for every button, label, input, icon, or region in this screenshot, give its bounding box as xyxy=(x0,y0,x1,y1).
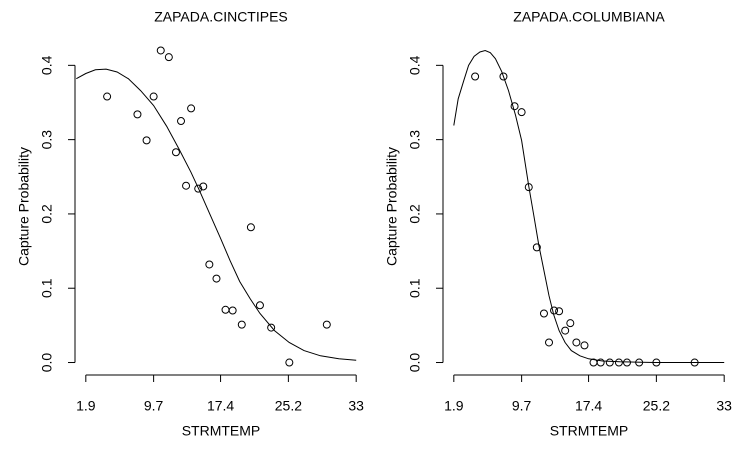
data-point xyxy=(199,182,208,191)
data-point xyxy=(555,307,564,316)
data-point xyxy=(580,341,589,350)
y-axis-label: Capture Probability xyxy=(16,147,32,266)
x-tick-label: 25.2 xyxy=(643,398,670,414)
data-point xyxy=(103,92,112,101)
data-point xyxy=(622,358,631,367)
data-point xyxy=(133,110,142,119)
panel-title: ZAPADA.CINCTIPES xyxy=(154,9,288,25)
data-point xyxy=(499,72,508,81)
data-point xyxy=(164,53,173,62)
data-point xyxy=(221,305,230,314)
y-tick-label: 0.0 xyxy=(39,353,55,373)
data-point xyxy=(561,326,570,335)
data-point xyxy=(545,338,554,347)
x-tick-label: 33 xyxy=(348,398,364,414)
x-tick-label: 9.7 xyxy=(512,398,532,414)
data-point xyxy=(187,104,196,113)
panel-title: ZAPADA.COLUMBIANA xyxy=(513,9,665,25)
x-tick-label: 25.2 xyxy=(275,398,302,414)
data-point xyxy=(532,243,541,252)
data-point xyxy=(605,358,614,367)
x-tick-label: 33 xyxy=(716,398,732,414)
data-point xyxy=(285,358,294,367)
x-axis-label: STRMTEMP xyxy=(550,423,629,439)
data-point xyxy=(596,358,605,367)
data-point xyxy=(572,338,581,347)
fit-curve xyxy=(76,68,357,361)
data-point xyxy=(510,102,519,111)
data-point xyxy=(255,301,264,310)
y-tick-label: 0.1 xyxy=(39,278,55,298)
data-point xyxy=(690,358,699,367)
data-point xyxy=(171,148,180,157)
data-point xyxy=(246,223,255,232)
y-tick-label: 0.4 xyxy=(39,55,55,75)
data-point xyxy=(212,274,221,283)
y-tick-label: 0.0 xyxy=(407,353,423,373)
data-point xyxy=(205,260,214,269)
data-point xyxy=(177,117,186,126)
data-point xyxy=(156,46,165,55)
x-tick-label: 1.9 xyxy=(444,398,464,414)
data-point xyxy=(652,358,661,367)
data-point xyxy=(566,319,575,328)
y-tick-label: 0.3 xyxy=(39,130,55,150)
data-point xyxy=(539,309,548,318)
data-point xyxy=(149,92,158,101)
data-point xyxy=(524,183,533,192)
x-axis-label: STRMTEMP xyxy=(182,423,261,439)
y-axis-label: Capture Probability xyxy=(384,147,400,266)
y-tick-label: 0.1 xyxy=(407,278,423,298)
x-tick-label: 17.4 xyxy=(575,398,602,414)
y-tick-label: 0.2 xyxy=(407,204,423,224)
y-tick-label: 0.2 xyxy=(39,204,55,224)
x-tick-label: 17.4 xyxy=(207,398,234,414)
data-point xyxy=(517,108,526,117)
data-point xyxy=(194,184,203,193)
data-point xyxy=(142,136,151,145)
x-tick-label: 1.9 xyxy=(76,398,96,414)
data-point xyxy=(228,306,237,315)
data-point xyxy=(322,320,331,329)
data-point xyxy=(471,72,480,81)
data-point xyxy=(182,181,191,190)
data-point xyxy=(267,323,276,332)
data-point xyxy=(614,358,623,367)
y-tick-label: 0.4 xyxy=(407,55,423,75)
fit-curve xyxy=(453,49,725,363)
y-tick-label: 0.3 xyxy=(407,130,423,150)
data-point xyxy=(237,320,246,329)
data-point xyxy=(550,306,559,315)
data-point xyxy=(635,358,644,367)
x-tick-label: 9.7 xyxy=(144,398,164,414)
